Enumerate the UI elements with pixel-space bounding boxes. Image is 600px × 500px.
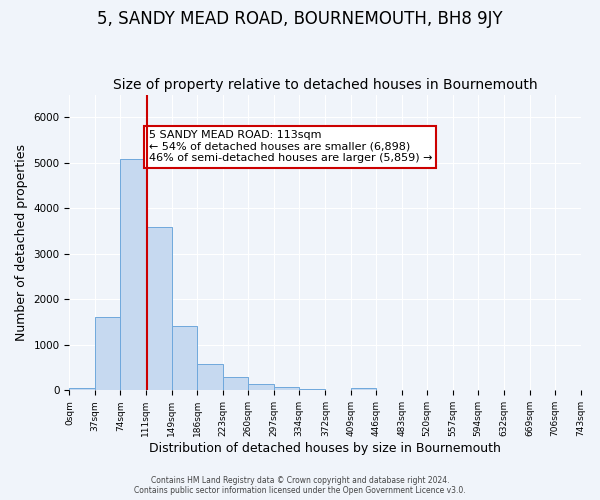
- Bar: [299, 389, 325, 390]
- Bar: [121, 159, 146, 390]
- Y-axis label: Number of detached properties: Number of detached properties: [15, 144, 28, 341]
- Bar: [146, 226, 172, 390]
- Bar: [351, 388, 376, 390]
- Bar: [197, 364, 223, 390]
- Bar: [274, 386, 299, 390]
- Bar: [248, 384, 274, 390]
- Bar: [223, 376, 248, 390]
- Text: 5 SANDY MEAD ROAD: 113sqm
← 54% of detached houses are smaller (6,898)
46% of se: 5 SANDY MEAD ROAD: 113sqm ← 54% of detac…: [149, 130, 432, 164]
- Bar: [95, 316, 121, 390]
- X-axis label: Distribution of detached houses by size in Bournemouth: Distribution of detached houses by size …: [149, 442, 501, 455]
- Text: Contains HM Land Registry data © Crown copyright and database right 2024.
Contai: Contains HM Land Registry data © Crown c…: [134, 476, 466, 495]
- Bar: [172, 326, 197, 390]
- Bar: [70, 388, 95, 390]
- Text: 5, SANDY MEAD ROAD, BOURNEMOUTH, BH8 9JY: 5, SANDY MEAD ROAD, BOURNEMOUTH, BH8 9JY: [97, 10, 503, 28]
- Title: Size of property relative to detached houses in Bournemouth: Size of property relative to detached ho…: [113, 78, 537, 92]
